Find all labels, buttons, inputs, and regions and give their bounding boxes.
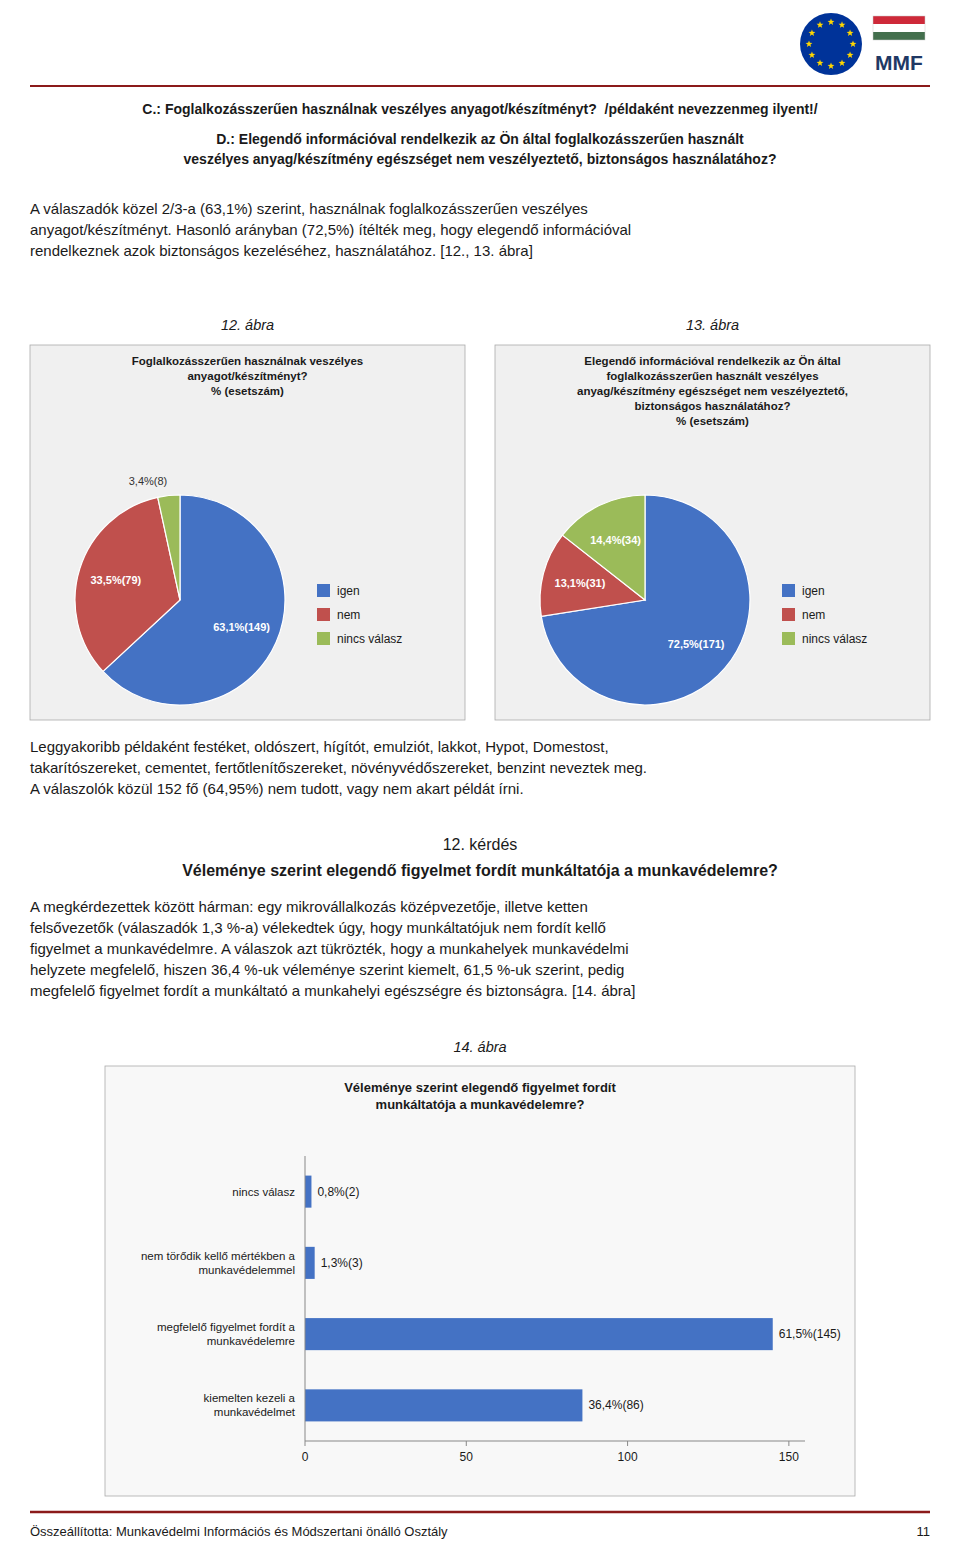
legend-swatch xyxy=(782,584,795,597)
y-axis-line xyxy=(305,1156,306,1441)
logo-flag-stripe xyxy=(873,16,925,24)
data-label: 3,4%(8) xyxy=(129,475,168,487)
legend: igen nem nincs válasz xyxy=(317,584,402,646)
section-question: Véleménye szerint elegendő figyelmet for… xyxy=(182,862,778,879)
legend-label: nem xyxy=(337,608,360,622)
logo-star xyxy=(817,59,824,66)
chart-title: Elegendő információval rendelkezik az Ön… xyxy=(577,355,848,427)
category-label: nincs válasz xyxy=(232,1186,295,1198)
logo-star xyxy=(828,18,835,25)
pie-labels: 63,1%(149) 33,5%(79) 3,4%(8) xyxy=(91,475,271,633)
logo-star xyxy=(847,51,854,58)
pie-slice xyxy=(158,495,180,600)
logo-star xyxy=(806,40,813,47)
bar xyxy=(305,1389,582,1421)
chart-title: Foglalkozásszerűen használnak veszélyesa… xyxy=(132,355,363,397)
legend-swatch xyxy=(782,608,795,621)
footer-rule xyxy=(30,1511,930,1514)
page: MMF C.: Foglalkozásszerűen használnak ves… xyxy=(0,0,960,1564)
x-tick-label: 150 xyxy=(779,1450,799,1464)
header-rule xyxy=(30,85,930,87)
data-label: 72,5%(171) xyxy=(668,638,725,650)
logo-star xyxy=(809,29,816,36)
logo-flag-stripe xyxy=(873,24,925,32)
figure-caption: 14. ábra xyxy=(453,1039,506,1055)
bar xyxy=(305,1318,773,1350)
logo-star xyxy=(850,40,857,47)
logo-flag-frame xyxy=(873,16,925,40)
pie-chart: Elegendő információval rendelkezik az Ön… xyxy=(495,345,930,720)
category-label: nem törődik kellő mértékben amunkavédele… xyxy=(141,1250,296,1276)
bar xyxy=(305,1176,311,1208)
logo-star xyxy=(817,21,824,28)
bar xyxy=(305,1247,315,1279)
logo-circle xyxy=(800,13,862,75)
footer-text: Összeállította: Munkavédelmi Információs… xyxy=(30,1524,448,1539)
logo-star xyxy=(847,29,854,36)
data-label: 13,1%(31) xyxy=(555,577,606,589)
section-number: 12. kérdés xyxy=(443,836,518,853)
data-label: 0,8%(2) xyxy=(317,1185,359,1199)
paragraph: A válaszadók közel 2/3-a (63,1%) szerint… xyxy=(30,200,631,259)
bar-chart: Véleménye szerint elegendő figyelmet for… xyxy=(105,1066,855,1496)
category-label: kiemelten kezeli amunkavédelmet xyxy=(204,1392,296,1418)
legend-label: nincs válasz xyxy=(802,632,867,646)
legend-swatch xyxy=(782,632,795,645)
chart-title: Véleménye szerint elegendő figyelmet for… xyxy=(344,1080,616,1112)
data-label: 1,3%(3) xyxy=(321,1256,363,1270)
heading: D.: Elegendő információval rendelkezik a… xyxy=(184,131,777,167)
paragraph: Leggyakoribb példaként festéket, oldósze… xyxy=(30,738,647,797)
x-tick xyxy=(788,1441,789,1446)
x-tick-label: 50 xyxy=(460,1450,474,1464)
pie-slices xyxy=(75,495,285,705)
footer-page: 11 xyxy=(917,1524,931,1539)
data-label: 36,4%(86) xyxy=(588,1398,643,1412)
logo-star xyxy=(839,59,846,66)
legend-swatch xyxy=(317,584,330,597)
legend-label: nem xyxy=(802,608,825,622)
logo-text: MMF xyxy=(875,51,923,74)
legend-swatch xyxy=(317,608,330,621)
data-label: 63,1%(149) xyxy=(213,621,270,633)
heading: C.: Foglalkozásszerűen használnak veszél… xyxy=(142,101,817,117)
x-axis-line xyxy=(305,1441,805,1442)
pie-chart: Foglalkozásszerűen használnak veszélyesa… xyxy=(30,345,465,720)
logo-star xyxy=(828,62,835,69)
paragraph: A megkérdezettek között hárman: egy mikr… xyxy=(30,898,635,999)
x-tick xyxy=(305,1441,306,1446)
logo-star xyxy=(839,21,846,28)
chart-frame xyxy=(105,1066,855,1496)
x-tick-label: 0 xyxy=(302,1450,309,1464)
data-label: 33,5%(79) xyxy=(91,574,142,586)
data-label: 14,4%(34) xyxy=(590,534,641,546)
legend: igen nem nincs válasz xyxy=(782,584,867,646)
chart-frame xyxy=(30,345,465,720)
chart-frame xyxy=(495,345,930,720)
x-tick xyxy=(466,1441,467,1446)
legend-label: igen xyxy=(802,584,825,598)
legend-swatch xyxy=(317,632,330,645)
data-label: 61,5%(145) xyxy=(779,1327,841,1341)
logo-flag-stripe xyxy=(873,32,925,40)
x-tick xyxy=(627,1441,628,1446)
pie-slices xyxy=(540,495,750,705)
legend-label: igen xyxy=(337,584,360,598)
x-tick-label: 100 xyxy=(618,1450,638,1464)
figure-caption: 12. ábra xyxy=(221,317,274,333)
category-label: megfelelő figyelmet fordít amunkavédelem… xyxy=(157,1321,296,1347)
bars xyxy=(305,1176,773,1422)
legend-label: nincs válasz xyxy=(337,632,402,646)
figure-caption: 13. ábra xyxy=(686,317,739,333)
bar-labels: 0,8%(2) 1,3%(3) 61,5%(145) 36,4%(86) xyxy=(317,1185,840,1413)
logo-star xyxy=(809,51,816,58)
pie-labels: 72,5%(171) 13,1%(31) 14,4%(34) xyxy=(555,534,725,650)
logo: MMF xyxy=(800,13,925,75)
